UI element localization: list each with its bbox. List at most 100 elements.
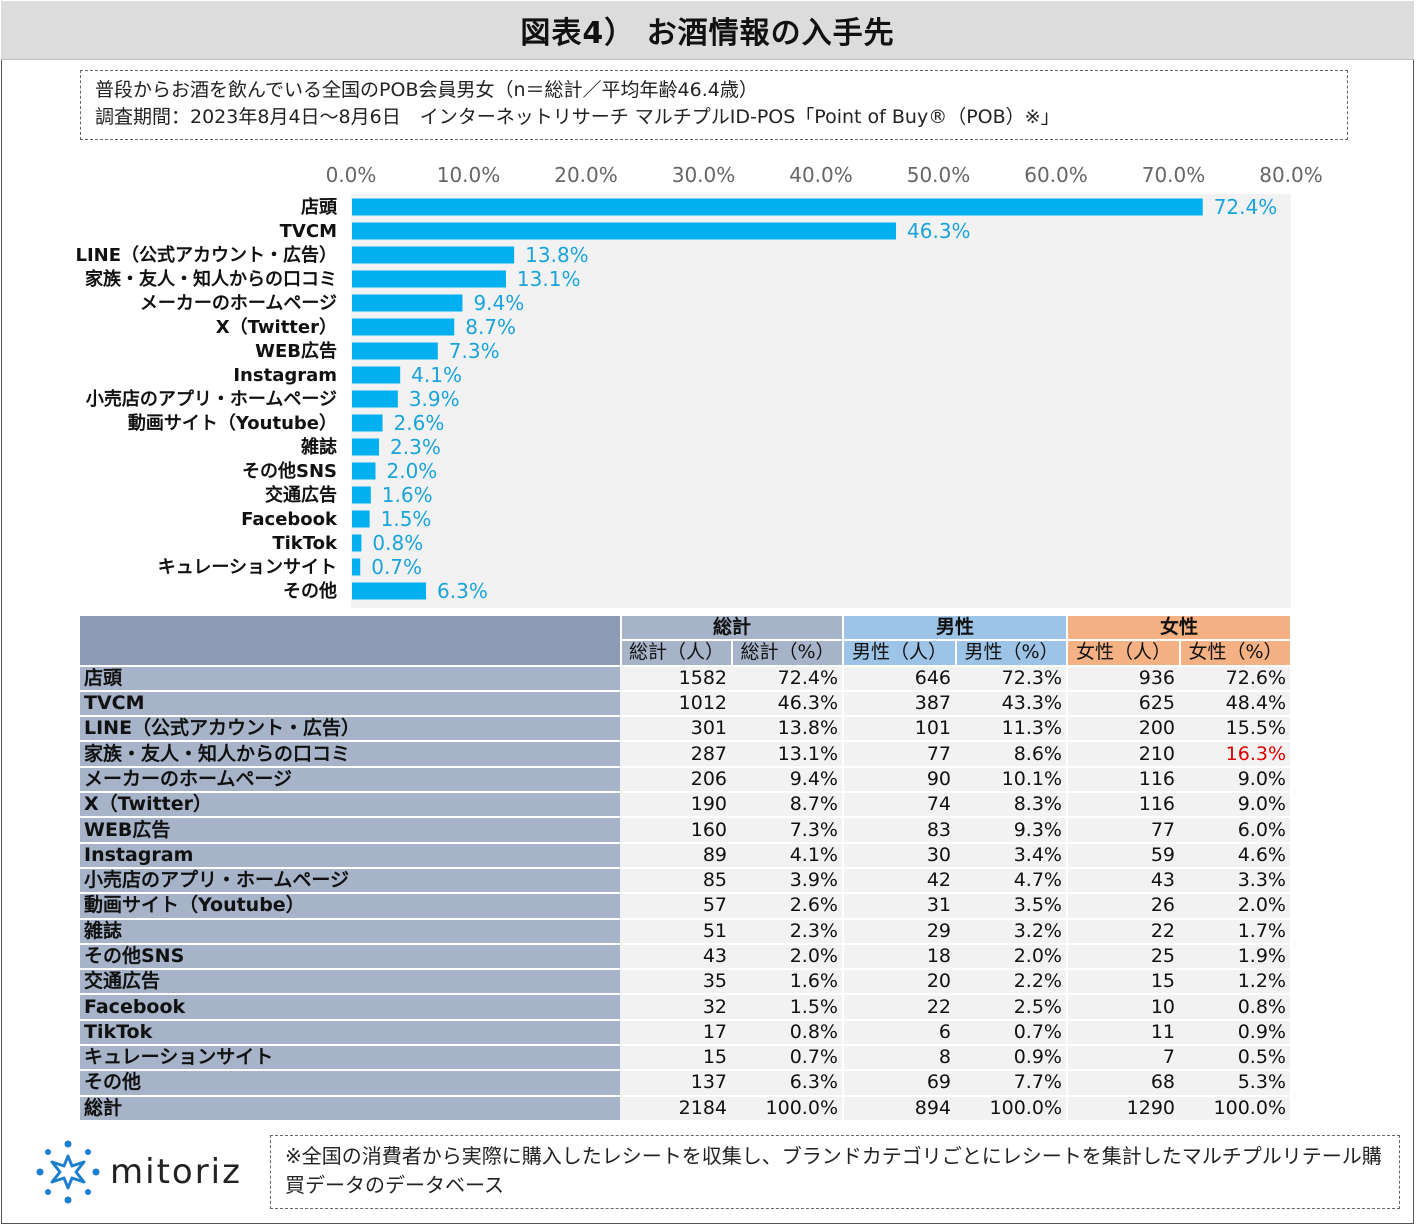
data-label: 0.7% <box>371 555 422 579</box>
table-cell: 0.8% <box>731 1020 842 1047</box>
data-label: 2.6% <box>394 411 445 435</box>
category-label: 小売店のアプリ・ホームページ <box>86 388 337 410</box>
bar <box>352 246 515 264</box>
table-cell: 35 <box>620 970 731 996</box>
table-cell: 15 <box>620 1046 731 1072</box>
data-label: 46.3% <box>907 219 971 243</box>
data-label: 72.4% <box>1214 195 1278 219</box>
table-cell: 77 <box>1066 818 1179 844</box>
row-label: X（Twitter） <box>80 793 620 819</box>
table-cell: 1.6% <box>731 970 842 996</box>
data-label: 4.1% <box>411 363 462 387</box>
data-label: 2.0% <box>387 459 438 483</box>
table-cell: 15 <box>1066 970 1179 996</box>
table-cell: 6 <box>842 1020 955 1047</box>
table-row: 家族・友人・知人からの口コミ 287 13.1% 77 8.6% 210 16.3% <box>80 742 1290 768</box>
footnote-box: ※全国の消費者から実際に購入したレシートを収集し、ブランドカテゴリごとにレシート… <box>270 1135 1400 1209</box>
table-cell: 301 <box>620 717 731 743</box>
x-tick-label: 20.0% <box>554 163 618 187</box>
table-cell: 72.6% <box>1179 666 1290 692</box>
table-cell: 1290 <box>1066 1096 1179 1122</box>
table-cell: 29 <box>842 919 955 945</box>
table-row: 店頭 1582 72.4% 646 72.3% 936 72.6% <box>80 666 1290 692</box>
table-cell: 8.7% <box>731 793 842 819</box>
row-label: 店頭 <box>80 666 620 692</box>
table-cell: 30 <box>842 843 955 869</box>
category-label: その他SNS <box>242 460 337 482</box>
table-cell: 26 <box>1066 894 1179 920</box>
data-label: 8.7% <box>465 315 516 339</box>
row-label: Facebook <box>80 995 620 1021</box>
table-cell: 1012 <box>620 691 731 718</box>
bar <box>352 198 1203 216</box>
table-cell: 137 <box>620 1071 731 1097</box>
table-cell: 74 <box>842 793 955 819</box>
x-tick-label: 80.0% <box>1259 163 1323 187</box>
data-label: 1.5% <box>381 507 432 531</box>
bar <box>352 486 371 504</box>
table-row: その他SNS 43 2.0% 18 2.0% 25 1.9% <box>80 944 1290 971</box>
table-cell: 646 <box>842 666 955 692</box>
table-cell: 2.5% <box>955 995 1066 1021</box>
table-cell: 57 <box>620 894 731 920</box>
table-cell: 2.0% <box>955 944 1066 971</box>
table-cell: 83 <box>842 818 955 844</box>
table-cell: 7.7% <box>955 1071 1066 1097</box>
table-cell: 4.1% <box>731 843 842 869</box>
data-label: 13.1% <box>517 267 581 291</box>
group-header-female: 女性 <box>1066 616 1290 642</box>
table-cell: 31 <box>842 894 955 920</box>
table-cell: 3.5% <box>955 894 1066 920</box>
category-label: TikTok <box>272 533 338 554</box>
x-tick-label: 70.0% <box>1142 163 1206 187</box>
table-cell: 10 <box>1066 995 1179 1021</box>
data-label: 0.8% <box>372 531 423 555</box>
table-cell: 7 <box>1066 1046 1179 1072</box>
table-cell: 210 <box>1066 742 1179 768</box>
table-cell: 2.3% <box>731 919 842 945</box>
table-cell: 9.0% <box>1179 767 1290 794</box>
table-cell: 17 <box>620 1020 731 1047</box>
table-cell: 18 <box>842 944 955 971</box>
bar <box>352 366 401 384</box>
survey-info-line-2: 調査期間：2023年8月4日～8月6日 インターネットリサーチ マルチプルID-… <box>95 106 1060 128</box>
table-cell: 6.0% <box>1179 818 1290 844</box>
column-header: 男性（%） <box>955 641 1066 667</box>
bar <box>352 438 380 456</box>
table-cell: 8.6% <box>955 742 1066 768</box>
row-label: メーカーのホームページ <box>80 767 620 794</box>
table-cell: 59 <box>1066 843 1179 869</box>
table-row: 動画サイト（Youtube） 57 2.6% 31 3.5% 26 2.0% <box>80 894 1290 920</box>
row-label: キュレーションサイト <box>80 1046 620 1072</box>
table-cell: 48.4% <box>1179 691 1290 718</box>
table-cell: 190 <box>620 793 731 819</box>
bar <box>352 510 370 528</box>
column-header: 女性（%） <box>1179 641 1290 667</box>
table-cell: 10.1% <box>955 767 1066 794</box>
table-cell: 69 <box>842 1071 955 1097</box>
table-cell: 4.7% <box>955 868 1066 895</box>
category-label: Instagram <box>233 365 337 386</box>
table-cell: 1.2% <box>1179 970 1290 996</box>
table-cell: 206 <box>620 767 731 794</box>
survey-info-line-1: 普段からお酒を飲んでいる全国のPOB会員男女（n＝総計／平均年齢46.4歳） <box>95 79 758 101</box>
bar <box>352 294 463 312</box>
table-cell: 68 <box>1066 1071 1179 1097</box>
table-row: 雑誌 51 2.3% 29 3.2% 22 1.7% <box>80 919 1290 945</box>
table-cell: 22 <box>842 995 955 1021</box>
bar <box>352 222 897 240</box>
table-cell: 100.0% <box>955 1096 1066 1122</box>
bar <box>352 390 398 408</box>
data-table: 総計 男性 女性 総計（人） 総計（%） 男性（人） 男性（%） 女性（人） 女… <box>80 616 1290 1122</box>
table-cell: 116 <box>1066 793 1179 819</box>
table-row: Instagram 89 4.1% 30 3.4% 59 4.6% <box>80 843 1290 869</box>
category-label: LINE（公式アカウント・広告） <box>75 244 337 266</box>
row-label: WEB広告 <box>80 818 620 844</box>
table-cell: 0.7% <box>955 1020 1066 1047</box>
table-cell: 160 <box>620 818 731 844</box>
table-cell: 3.9% <box>731 868 842 895</box>
table-cell: 8.3% <box>955 793 1066 819</box>
x-tick-label: 40.0% <box>789 163 853 187</box>
table-row: その他 137 6.3% 69 7.7% 68 5.3% <box>80 1071 1290 1097</box>
table-cell: 72.3% <box>955 666 1066 692</box>
